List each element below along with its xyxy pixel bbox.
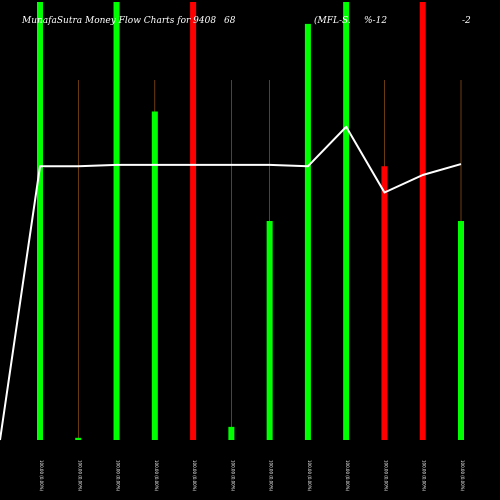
bar-2 [75,437,82,440]
money-flow-line [0,125,462,441]
bar-3 [113,2,120,440]
x-tick-label: 100.00 (0.00%) [422,460,427,492]
bar-12 [458,221,464,440]
bar-7 [266,221,273,440]
bar-8 [304,23,311,441]
x-tick-label: 100.00 (0.00%) [116,460,121,492]
title-part-4: %-12 [364,16,387,26]
bar-10 [381,166,388,440]
x-tick-label: 100.00 (0.00%) [192,460,197,492]
bar-5 [190,2,197,440]
x-tick-label: 100.00 (0.00%) [269,460,274,492]
x-tick-label: 100.00 (0.00%) [345,460,350,492]
title-part-1: MunafaSutra Money Flow Charts for 9408 [21,16,216,26]
x-tick-labels: 100.00 (0.00%) 100.00 (0.00%) 100.00 (0.00… [39,460,465,492]
x-tick-label: 100.00 (0.00%) [154,460,159,492]
x-tick-label: 100.00 (0.00%) [460,460,465,492]
x-tick-label: 100.00 (0.00%) [230,460,235,492]
bar-4 [151,111,158,440]
title-part-3: (MFL-S. [314,15,351,26]
bar-11 [419,2,426,440]
bar-6 [228,426,235,440]
title-part-2: 68 [224,16,236,26]
money-flow-line-group [0,125,462,441]
x-tick-label: 100.00 (0.00%) [307,460,312,492]
x-tick-label: 100.00 (0.00%) [77,460,82,492]
bars [37,2,464,441]
x-tick-label: 100.00 (0.00%) [39,460,44,492]
bar-1 [37,2,43,440]
chart-title: MunafaSutra Money Flow Charts for 9408 6… [21,15,471,26]
title-part-5: -2 [462,16,471,26]
bar-9 [343,2,350,440]
x-tick-label: 100.00 (0.00%) [383,460,388,492]
